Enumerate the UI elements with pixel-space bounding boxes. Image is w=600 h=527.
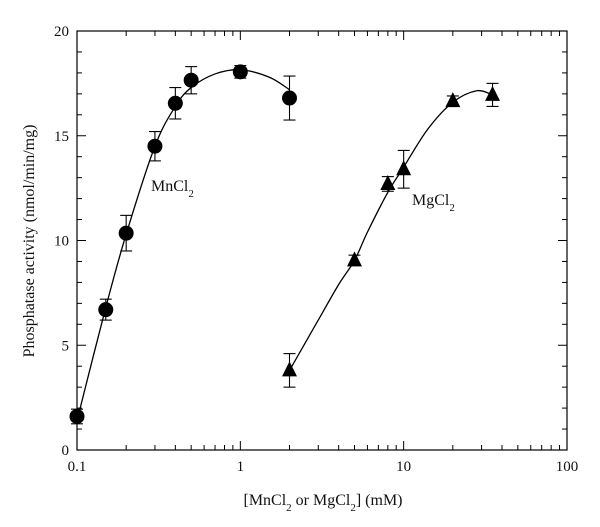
data-point-mgcl2 (396, 160, 412, 176)
data-point-mgcl2 (347, 251, 362, 267)
series-label-mncl2: MnCl2 (151, 178, 194, 200)
series-label-text: MgCl (412, 192, 450, 209)
data-point-mncl2 (282, 90, 298, 106)
error-bars (71, 65, 499, 425)
x-axis-title: [MnCl2 or MgCl2] (mM) (244, 492, 403, 514)
y-tick-label: 20 (54, 24, 69, 40)
y-tick-label: 0 (62, 443, 70, 459)
series-label-subscript: 2 (449, 202, 455, 214)
x-axis-ticks: 0.1 1 10 100 (68, 31, 579, 475)
y-tick-label: 5 (62, 338, 70, 354)
data-point-mncl2 (69, 408, 85, 424)
data-point-mgcl2 (445, 92, 461, 108)
x-axis-title-part: or MgCl (292, 492, 351, 509)
x-axis-title-subscript: 2 (286, 502, 292, 514)
x-axis-title-part: ] (mM) (356, 492, 403, 509)
y-tick-label: 15 (54, 129, 69, 145)
data-point-mgcl2 (485, 85, 501, 101)
x-tick-label: 100 (556, 459, 579, 475)
x-axis-title-part: [MnCl (244, 492, 287, 509)
fit-curve-mgcl2 (288, 89, 493, 371)
data-point-mgcl2 (282, 361, 297, 377)
data-markers (69, 64, 501, 424)
data-point-mncl2 (232, 64, 248, 80)
x-tick-label: 10 (396, 459, 411, 475)
fit-curves (76, 69, 493, 421)
y-axis-ticks: 0 5 10 15 20 (54, 24, 567, 459)
data-point-mncl2 (147, 138, 163, 154)
data-point-mncl2 (98, 302, 114, 318)
data-point-mncl2 (183, 72, 199, 88)
x-tick-label: 1 (237, 459, 245, 475)
fit-curve-mncl2 (76, 69, 290, 421)
series-label-text: MnCl (151, 178, 189, 195)
y-tick-label: 10 (54, 234, 69, 250)
series-label-mgcl2: MgCl2 (412, 192, 455, 214)
data-point-mgcl2 (380, 174, 396, 190)
series-label-subscript: 2 (188, 188, 194, 200)
x-axis-title-subscript: 2 (350, 502, 356, 514)
data-point-mncl2 (167, 95, 183, 111)
data-point-mncl2 (118, 225, 134, 241)
x-tick-label: 0.1 (68, 459, 87, 475)
y-axis-title: Phosphatase activity (nmol/min/mg) (21, 125, 38, 358)
